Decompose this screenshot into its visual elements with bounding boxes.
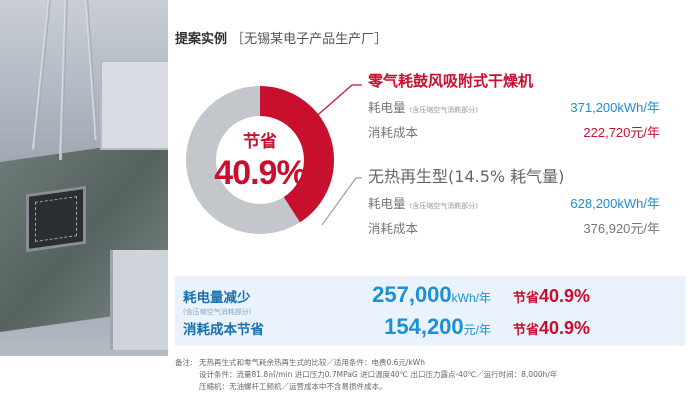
option-b-cost-label: 消耗成本 (368, 221, 419, 236)
option-b-power-label: 耗电量 (368, 196, 406, 211)
option-b-cost-row: 消耗成本 376,920元/年 (368, 218, 660, 237)
option-a-power-row: 耗电量 (含压缩空气消耗部分) 371,200kWh/年 (368, 97, 660, 116)
option-a-power-key: 耗电量 (含压缩空气消耗部分) (368, 97, 478, 116)
savings-summary-panel: 耗电量减少 (含压缩空气消耗部分) 257,000kWh/年 节省40.9% 消… (175, 276, 685, 346)
option-a-cost-row: 消耗成本 222,720元/年 (368, 122, 660, 141)
option-a-power-value: 371,200kWh/年 (570, 100, 660, 115)
option-b-name: 无热再生型(14.5% 耗气量) (368, 167, 565, 186)
summary-power-unit: kWh/年 (451, 291, 491, 305)
summary-cost-save-label: 节省 (513, 323, 540, 338)
footnote-line: 压缩机：无油螺杆工频机／运营成本中不含易损件成本。 (175, 381, 557, 393)
summary-power-amount: 257,000kWh/年 (303, 282, 491, 308)
savings-donut: 节省 40.9% (185, 85, 335, 235)
footnote-text-2: 设计条件：流量81.8㎥/min 进口压力0.7MPaG 进口温度40℃ 出口压… (199, 370, 558, 379)
summary-cost-amount: 154,200元/年 (303, 314, 491, 340)
option-b-power-value: 628,200kWh/年 (570, 196, 660, 211)
factory-circuit-board-photo (0, 0, 168, 356)
option-a-cost-value: 222,720元/年 (583, 125, 660, 140)
summary-power-note: (含压缩空气消耗部分) (183, 308, 252, 316)
option-a-block: 零气耗鼓风吸附式干燥机 耗电量 (含压缩空气消耗部分) 371,200kWh/年… (368, 70, 660, 141)
donut-center-label: 节省 (243, 132, 277, 152)
option-b-block: 无热再生型(14.5% 耗气量) 耗电量 (含压缩空气消耗部分) 628,200… (368, 163, 660, 237)
footnote-text-3: 压缩机：无油螺杆工频机／运营成本中不含易损件成本。 (199, 382, 387, 391)
option-a-power-label: 耗电量 (368, 100, 406, 115)
donut-center-value: 40.9% (214, 154, 306, 192)
summary-cost-save-value: 40.9% (539, 318, 591, 338)
summary-cost-value: 154,200 (384, 314, 464, 339)
summary-power-save-label: 节省 (513, 291, 540, 306)
case-title: 提案实例 (175, 32, 228, 47)
donut-graphic (186, 86, 334, 234)
summary-power-value: 257,000 (372, 282, 452, 307)
summary-power-label: 耗电量减少 (183, 290, 251, 306)
photo-rail (110, 250, 168, 350)
option-a-cost-label: 消耗成本 (368, 125, 419, 140)
option-b-power-row: 耗电量 (含压缩空气消耗部分) 628,200kWh/年 (368, 193, 660, 212)
option-a-name: 零气耗鼓风吸附式干燥机 (368, 72, 534, 90)
footnote-line: 备注: 无热再生式和零气耗余热再生式的比较／适用条件：电费0.6元/kWh (175, 357, 557, 369)
summary-cost-label: 消耗成本节省 (183, 322, 264, 338)
photo-chip (26, 185, 86, 253)
option-b-power-note: (含压缩空气消耗部分) (409, 202, 478, 210)
footnotes: 备注: 无热再生式和零气耗余热再生式的比较／适用条件：电费0.6元/kWh 设计… (175, 357, 557, 393)
option-b-power-key: 耗电量 (含压缩空气消耗部分) (368, 193, 478, 212)
option-a-power-note: (含压缩空气消耗部分) (409, 106, 478, 114)
case-subtitle: ［无锡某电子产品生产厂］ (231, 32, 388, 47)
summary-cost-saving: 节省40.9% (513, 318, 590, 339)
case-header: 提案实例 ［无锡某电子产品生产厂］ (175, 28, 387, 47)
summary-cost-unit: 元/年 (463, 323, 491, 337)
footnote-line: 设计条件：流量81.8㎥/min 进口压力0.7MPaG 进口温度40℃ 出口压… (175, 369, 557, 381)
photo-probe (59, 0, 68, 161)
photo-probe (85, 0, 98, 140)
summary-power-key: 耗电量减少 (含压缩空气消耗部分) (183, 286, 303, 317)
summary-cost-row: 消耗成本节省 154,200元/年 节省40.9% (183, 314, 590, 340)
donut-center: 节省 40.9% (185, 85, 335, 235)
donut-saved-segment (186, 86, 334, 234)
footnote-text-1: 无热再生式和零气耗余热再生式的比较／适用条件：电费0.6元/kWh (199, 358, 425, 367)
summary-power-row: 耗电量减少 (含压缩空气消耗部分) 257,000kWh/年 节省40.9% (183, 282, 590, 317)
summary-power-saving: 节省40.9% (513, 286, 590, 307)
photo-probe (32, 0, 51, 150)
summary-power-save-value: 40.9% (539, 286, 591, 306)
photo-machine-frame (100, 60, 168, 150)
footnote-lead: 备注: (175, 358, 193, 367)
option-b-cost-value: 376,920元/年 (583, 221, 660, 236)
